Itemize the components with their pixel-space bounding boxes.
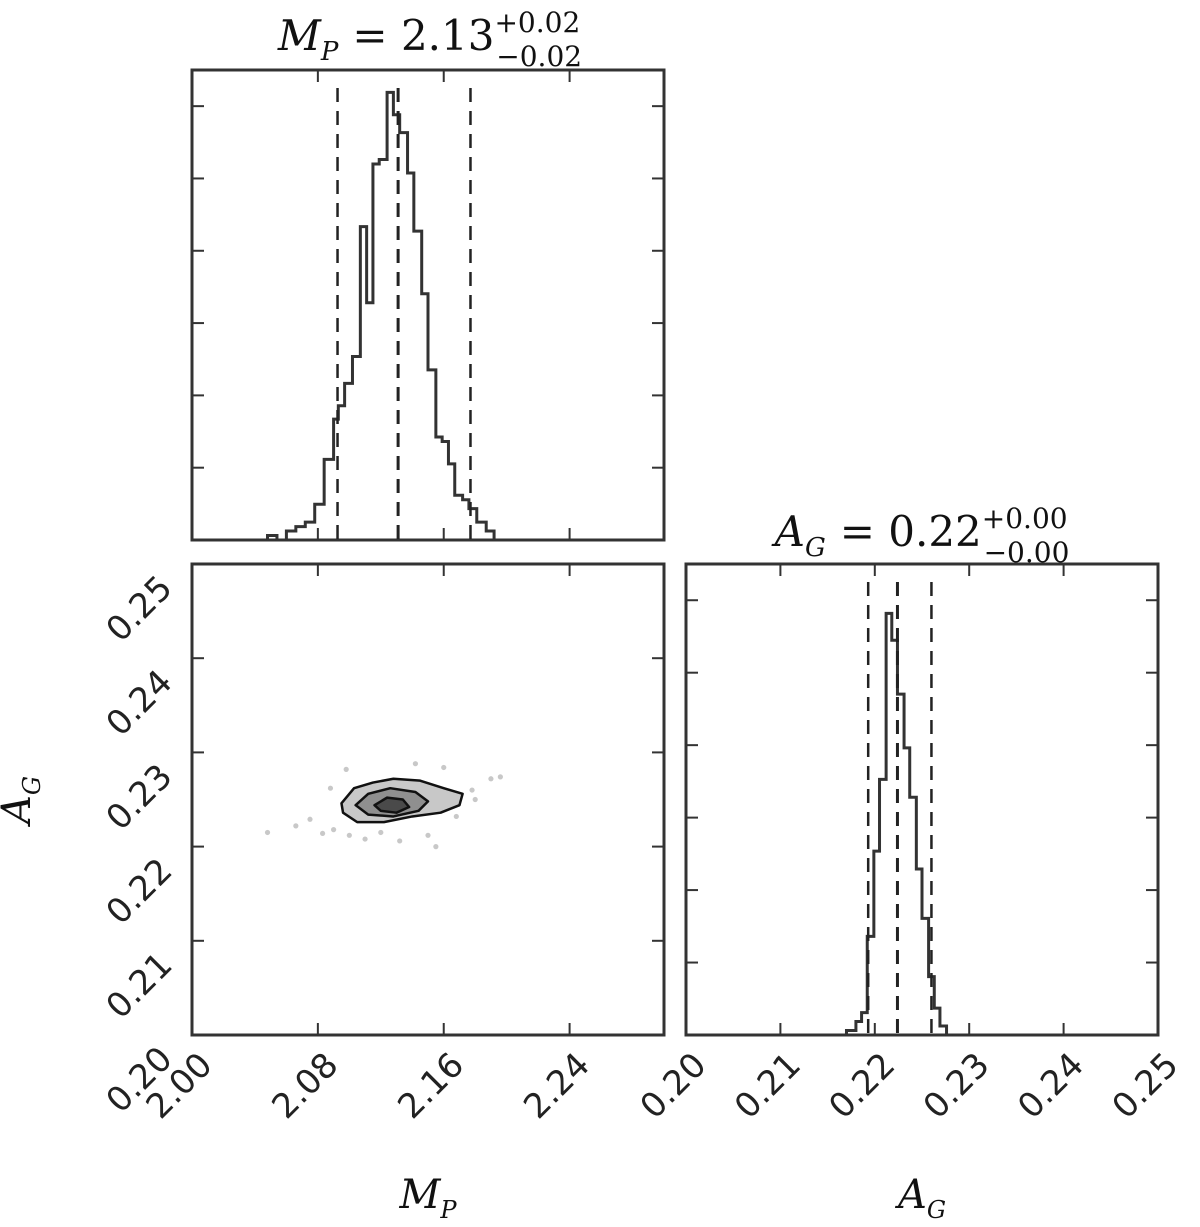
scatter-x-tick-label: 2.16 — [390, 1045, 472, 1127]
panel-scatter-mp-ag: 0.200.210.220.230.240.25 2.00 2.08 2.16 2.2… — [0, 562, 666, 1224]
scatter-point — [469, 787, 475, 793]
scatter-y-axis-label: AG — [0, 776, 46, 828]
hist-ag-title: AG = 0.22+0.00 −0.00 — [771, 502, 1070, 569]
hist-ag-x-tick-label: 0.21 — [727, 1045, 809, 1127]
scatter-y-tick-label: 0.24 — [99, 662, 181, 744]
hist-ag-step-line — [844, 611, 953, 1037]
xlabel-sub-mp: P — [439, 1196, 457, 1224]
hist-ag-title-var: A — [771, 507, 805, 556]
hist-mp-title-inf: −0.02 — [496, 40, 582, 73]
scatter-ticks — [191, 563, 664, 1036]
hist-ag-quantiles — [866, 582, 933, 1035]
contour-inner — [373, 796, 411, 814]
scatter-y-tick-label: 0.25 — [99, 568, 181, 650]
hist-ag-title-value: = 0.22 — [840, 507, 982, 556]
panel-hist-mp: MP = 2.13+0.02 −0.02 — [190, 6, 666, 542]
scatter-y-tick-labels: 0.200.210.220.230.240.25 — [99, 568, 181, 1121]
hist-mp-frame — [190, 68, 666, 542]
scatter-y-tick-label: 0.22 — [99, 851, 181, 933]
scatter-y-tick-label: 0.21 — [99, 945, 181, 1027]
scatter-point — [497, 774, 503, 780]
hist-mp-title: MP = 2.13+0.02 −0.02 — [277, 6, 582, 73]
scatter-point — [472, 796, 478, 803]
hist-ag-ticks — [685, 564, 1159, 1035]
scatter-point — [433, 844, 439, 850]
scatter-frame — [190, 562, 666, 1037]
scatter-y-tick-label: 0.23 — [99, 756, 181, 838]
scatter-x-tick-label: 2.24 — [516, 1045, 598, 1127]
panel-hist-ag: 0.20 0.21 0.22 0.23 0.24 0.25 AG = 0.22+0.00 −0… — [633, 502, 1187, 1224]
hist-mp-title-sub: P — [320, 37, 339, 67]
scatter-point — [343, 766, 349, 772]
scatter-point — [378, 829, 384, 836]
scatter-point — [412, 761, 419, 767]
scatter-x-tick-label: 2.08 — [264, 1045, 346, 1127]
scatter-point — [488, 776, 494, 782]
hist-mp-ticks — [191, 70, 664, 540]
scatter-point — [441, 764, 447, 771]
scatter-outliers — [264, 761, 503, 850]
hist-mp-title-sup: +0.02 — [494, 6, 580, 39]
hist-ag-x-axis-label: AG — [894, 1172, 946, 1224]
hist-ag-x-tick-label: 0.20 — [633, 1045, 715, 1127]
scatter-point — [362, 836, 368, 842]
hist-ag-frame — [684, 562, 1160, 1037]
scatter-contours — [340, 777, 464, 824]
hist-ag-x-tick-label: 0.24 — [1010, 1045, 1092, 1127]
scatter-point — [264, 829, 271, 836]
hist-mp-title-var: M — [277, 11, 322, 60]
hist-mp-step-line — [266, 90, 507, 542]
hist-ag-title-sup: +0.00 — [982, 502, 1068, 535]
scatter-point — [453, 813, 459, 820]
scatter-point — [319, 830, 326, 837]
scatter-x-axis-label: MP — [398, 1172, 457, 1224]
hist-ag-x-tick-label: 0.22 — [821, 1045, 903, 1127]
xlabel-var-mp: M — [398, 1172, 441, 1218]
xlabel-sub-ag: G — [927, 1196, 946, 1224]
ylabel-sub: G — [18, 776, 46, 795]
scatter-point — [346, 832, 352, 838]
hist-ag-title-sub: G — [805, 533, 826, 563]
hist-ag-title-inf: −0.00 — [984, 536, 1070, 569]
hist-ag-x-tick-labels: 0.20 0.21 0.22 0.23 0.24 0.25 — [633, 1045, 1187, 1127]
hist-ag-x-tick-label: 0.25 — [1105, 1045, 1187, 1127]
scatter-point — [293, 823, 299, 829]
hist-mp-title-value: = 2.13 — [352, 11, 494, 60]
ylabel-var: A — [0, 795, 40, 828]
hist-mp-quantiles — [336, 88, 472, 540]
scatter-point — [331, 827, 337, 833]
scatter-point — [397, 838, 403, 844]
scatter-point — [327, 785, 334, 791]
hist-ag-x-tick-label: 0.23 — [916, 1045, 998, 1127]
scatter-point — [425, 832, 431, 838]
xlabel-var-ag: A — [894, 1172, 927, 1218]
scatter-x-tick-labels: 2.00 2.08 2.16 2.24 — [139, 1045, 598, 1127]
scatter-point — [307, 816, 313, 822]
